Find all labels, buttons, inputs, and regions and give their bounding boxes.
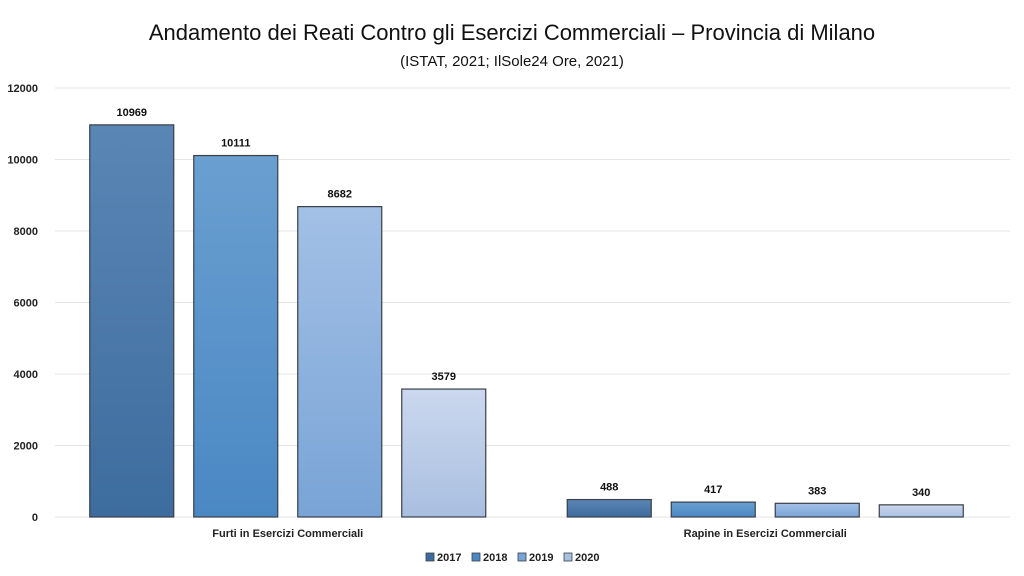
legend-label: 2018	[483, 552, 507, 564]
legend-item-2017: 2017	[425, 552, 461, 564]
data-label: 3579	[432, 371, 456, 383]
y-tick-label: 0	[32, 512, 38, 524]
y-tick-label: 6000	[14, 298, 38, 310]
data-label: 383	[808, 485, 826, 497]
chart-subtitle: (ISTAT, 2021; IlSole24 Ore, 2021)	[400, 53, 624, 70]
y-tick-label: 2000	[14, 441, 38, 453]
x-category-label: Rapine in Esercizi Commerciali	[684, 528, 847, 540]
legend-swatch	[425, 552, 435, 562]
legend-item-2019: 2019	[517, 552, 553, 564]
y-tick-label: 8000	[14, 226, 38, 238]
data-label: 10111	[221, 138, 250, 150]
bar-2018	[193, 154, 279, 518]
bar-2017	[89, 124, 175, 518]
y-tick-label: 12000	[7, 83, 38, 95]
chart-title: Andamento dei Reati Contro gli Esercizi …	[149, 20, 875, 45]
y-axis: 0 2000 4000 6000 8000 10000 12000	[7, 83, 38, 524]
category-labels: Furti in Esercizi Commerciali Rapine in E…	[212, 528, 847, 540]
data-label: 8682	[328, 189, 352, 201]
bar-2020	[401, 388, 487, 518]
bar-2018	[670, 501, 756, 518]
legend-label: 2020	[575, 552, 599, 564]
legend-item-2020: 2020	[563, 552, 599, 564]
legend-swatch	[563, 552, 573, 562]
bar-2017	[566, 498, 652, 518]
data-label: 10969	[116, 107, 147, 119]
x-category-label: Furti in Esercizi Commerciali	[212, 528, 363, 540]
bars: 10969 10111 8682 3579 488 417 383 340	[89, 107, 964, 518]
legend-label: 2019	[529, 552, 553, 564]
legend: 2017 2018 2019 2020	[425, 552, 599, 564]
y-tick-label: 4000	[14, 369, 38, 381]
bar-2019	[774, 502, 860, 518]
bar-2019	[297, 206, 383, 518]
legend-swatch	[471, 552, 481, 562]
legend-label: 2017	[437, 552, 461, 564]
data-label: 417	[704, 484, 722, 496]
legend-swatch	[517, 552, 527, 562]
data-label: 488	[600, 482, 618, 494]
y-tick-label: 10000	[7, 155, 38, 167]
legend-item-2018: 2018	[471, 552, 507, 564]
bar-2020	[878, 504, 964, 518]
data-label: 340	[912, 487, 930, 499]
